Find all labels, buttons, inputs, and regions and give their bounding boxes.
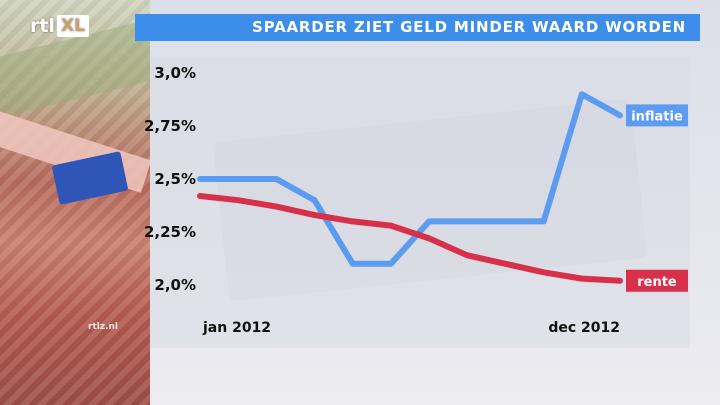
series-label-box xyxy=(626,104,688,127)
title-bar: SPAARDER ZIET GELD MINDER WAARD WORDEN xyxy=(135,14,700,41)
x-tick-label: jan 2012 xyxy=(202,320,271,336)
rtl-xl-logo: rtl XL xyxy=(30,14,122,38)
series-line-inflatie xyxy=(197,91,623,267)
x-tick-label: dec 2012 xyxy=(548,320,620,336)
series-line-rente xyxy=(197,192,623,284)
watermark: rtlz.nl xyxy=(88,322,118,332)
logo-xl-text: XL xyxy=(56,15,89,37)
y-tick-label: 3,0% xyxy=(154,64,196,82)
y-tick-label: 2,5% xyxy=(154,170,196,188)
y-tick-label: 2,75% xyxy=(144,117,196,135)
y-tick-label: 2,0% xyxy=(154,276,196,294)
background-photo-euro-notes xyxy=(0,0,165,405)
series-label-box xyxy=(626,269,688,292)
logo-rtl-text: rtl xyxy=(30,15,55,37)
y-tick-label: 2,25% xyxy=(144,223,196,241)
series-label: inflatie xyxy=(631,109,683,124)
chart-title: SPAARDER ZIET GELD MINDER WAARD WORDEN xyxy=(252,18,686,36)
series-label: rente xyxy=(637,275,677,290)
